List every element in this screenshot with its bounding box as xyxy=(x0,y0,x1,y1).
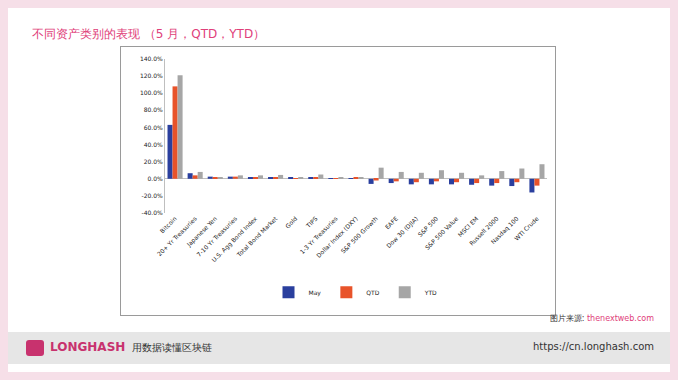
svg-text:7-10 Yr Treasuries: 7-10 Yr Treasuries xyxy=(195,215,238,258)
svg-text:S&P 500 Growth: S&P 500 Growth xyxy=(339,215,379,255)
svg-text:40.0%: 40.0% xyxy=(144,141,163,148)
html-text:图片来源: thenextweb.com: 图片来源: thenextweb.com xyxy=(549,314,654,323)
html-text:不同资产类别的表现 （5 月，QTD，YTD）: 不同资产类别的表现 （5 月，QTD，YTD） xyxy=(32,27,266,41)
svg-text:QTD: QTD xyxy=(366,289,379,296)
svg-text:WTI Crude: WTI Crude xyxy=(513,215,540,242)
html-text:https://cn.longhash.com: https://cn.longhash.com xyxy=(533,341,654,352)
svg-text:Russell 2000: Russell 2000 xyxy=(468,215,500,247)
svg-text:Total Bond Market: Total Bond Market xyxy=(235,214,279,258)
svg-text:S&P 500 Value: S&P 500 Value xyxy=(423,215,459,251)
svg-text:120.0%: 120.0% xyxy=(140,72,163,79)
svg-text:Japanese Yen: Japanese Yen xyxy=(184,215,218,249)
svg-text:EAFE: EAFE xyxy=(383,215,399,231)
svg-text:Gold: Gold xyxy=(284,215,299,230)
svg-text:Dow 30 (DJIA): Dow 30 (DJIA) xyxy=(385,215,420,250)
svg-text:20+ Yr Treasuries: 20+ Yr Treasuries xyxy=(156,215,198,257)
svg-text:20.0%: 20.0% xyxy=(144,158,163,165)
svg-text:May: May xyxy=(309,289,322,297)
svg-text:Nasdaq 100: Nasdaq 100 xyxy=(489,215,520,246)
svg-text:MSCI EM: MSCI EM xyxy=(456,215,479,238)
svg-text:0.0%: 0.0% xyxy=(148,175,164,182)
svg-text:TIPS: TIPS xyxy=(304,215,319,230)
svg-text:U.S. Agg Bond Index: U.S. Agg Bond Index xyxy=(210,215,259,264)
svg-text:S&P 500: S&P 500 xyxy=(416,215,439,238)
svg-text:Dollar Index (DXY): Dollar Index (DXY) xyxy=(315,215,359,259)
svg-text:-20.0%: -20.0% xyxy=(142,192,164,199)
svg-text:140.0%: 140.0% xyxy=(140,55,163,62)
svg-text:60.0%: 60.0% xyxy=(144,124,163,131)
html-text:LONGHASH: LONGHASH xyxy=(50,340,126,354)
svg-text:80.0%: 80.0% xyxy=(144,106,163,113)
svg-text:100.0%: 100.0% xyxy=(140,89,163,96)
html-text:用数据读懂区块链: 用数据读懂区块链 xyxy=(132,342,212,353)
svg-text:Bitcoin: Bitcoin xyxy=(158,215,178,235)
svg-text:YTD: YTD xyxy=(424,289,437,296)
svg-text:1-3 Yr Treasuries: 1-3 Yr Treasuries xyxy=(298,215,338,255)
svg-text:-40.0%: -40.0% xyxy=(142,209,164,216)
